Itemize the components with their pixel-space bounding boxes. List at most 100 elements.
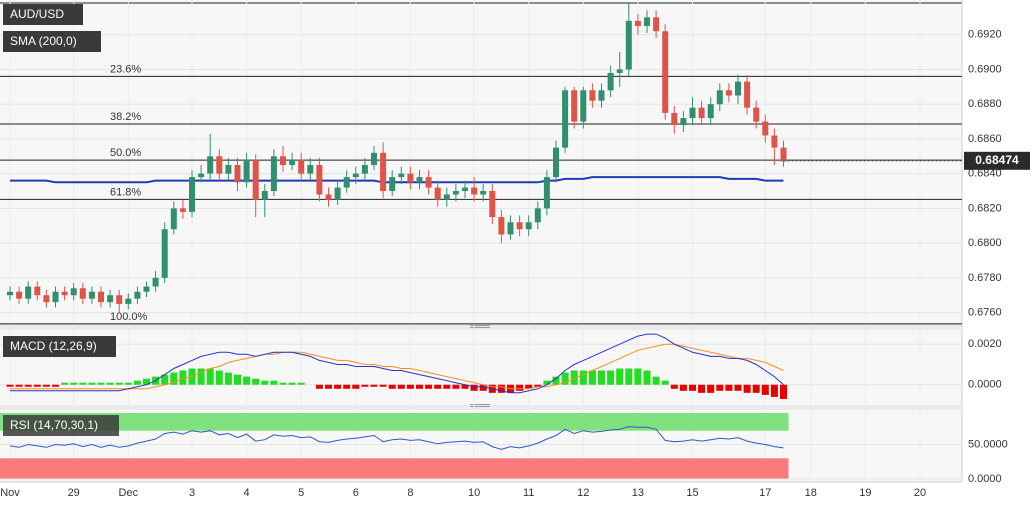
macd-histogram-bar <box>15 384 23 387</box>
candle-body <box>589 90 596 101</box>
macd-histogram-bar <box>361 384 369 387</box>
macd-panel <box>0 330 962 405</box>
candle-body <box>634 20 641 27</box>
candle-body <box>516 222 523 230</box>
macd-histogram-bar <box>270 380 278 385</box>
fib-label: 50.0% <box>110 147 141 159</box>
macd-histogram-bar <box>161 374 169 385</box>
candle-body <box>525 222 532 230</box>
candle-body <box>562 90 569 148</box>
macd-histogram-bar <box>243 376 251 385</box>
macd-histogram-bar <box>42 384 50 387</box>
macd-histogram-bar <box>52 384 59 387</box>
macd-histogram-bar <box>625 368 633 385</box>
macd-histogram-bar <box>397 384 405 389</box>
candle-body <box>243 159 250 183</box>
candle-body <box>189 177 195 212</box>
candle-body <box>289 159 296 165</box>
macd-histogram-bar <box>179 370 187 385</box>
resize-handle[interactable] <box>470 325 490 407</box>
candle-body <box>70 288 77 296</box>
candle-body <box>716 90 723 105</box>
macd-histogram-bar <box>434 384 442 389</box>
panel-separator[interactable] <box>0 405 962 410</box>
fib-label: 38.2% <box>110 111 141 123</box>
macd-histogram-bar <box>770 384 778 397</box>
macd-histogram-bar <box>761 384 769 395</box>
macd-histogram-bar <box>461 384 469 389</box>
macd-histogram-bar <box>561 372 569 385</box>
candle-body <box>707 104 714 119</box>
macd-histogram-bar <box>425 384 433 389</box>
candle-body <box>7 291 13 296</box>
candle-body <box>334 187 341 200</box>
macd-line <box>10 333 784 394</box>
candle-body <box>389 177 396 192</box>
y-tick-label: 0.6780 <box>968 272 1002 284</box>
candle-body <box>79 288 86 299</box>
y-tick-label: 0.6880 <box>968 98 1002 110</box>
macd-label: MACD (12,26,9) <box>10 339 97 353</box>
panel-separator[interactable] <box>0 323 962 330</box>
x-tick-label: 12 <box>577 487 589 499</box>
macd-histogram-bar <box>370 384 378 387</box>
candle-body <box>598 90 605 101</box>
candle-body <box>489 191 496 218</box>
x-tick-label: 6 <box>353 487 359 499</box>
x-tick-label: 18 <box>805 487 817 499</box>
macd-histogram-bar <box>325 384 332 389</box>
macd-histogram-bar <box>616 368 624 385</box>
rsi-box <box>3 415 119 436</box>
macd-histogram-bar <box>725 384 733 391</box>
macd-histogram-bar <box>452 384 460 389</box>
macd-histogram-bar <box>598 370 605 385</box>
candle-body <box>34 286 41 296</box>
candle-body <box>88 291 95 299</box>
x-tick-label: 15 <box>686 487 698 499</box>
macd-histogram-bar <box>579 370 587 385</box>
signal-line <box>10 343 784 390</box>
macd-histogram-bar <box>534 384 542 387</box>
candle-body <box>771 135 778 148</box>
macd-histogram-bar <box>334 384 342 389</box>
candle-body <box>662 31 669 113</box>
x-tick-label: 4 <box>244 487 250 499</box>
x-tick-label: 19 <box>859 487 871 499</box>
candle-body <box>471 187 478 195</box>
macd-histogram-bar <box>106 382 114 385</box>
macd-histogram-bar <box>552 376 560 385</box>
macd-histogram-bar <box>689 384 696 391</box>
x-tick-label: Nov <box>0 487 20 499</box>
rsi-line <box>9 426 784 450</box>
candle-body <box>698 107 705 119</box>
macd-histogram-bar <box>234 374 241 385</box>
macd-histogram-bar <box>661 380 669 385</box>
y-tick-label: 0.0020 <box>968 338 1002 350</box>
y-tick-label: 0.6920 <box>968 29 1002 41</box>
candle-body <box>680 118 687 126</box>
macd-histogram-bar <box>543 380 551 385</box>
candle-body <box>307 164 314 174</box>
candle-body <box>534 208 541 223</box>
candle-body <box>653 17 660 32</box>
candle-body <box>571 90 578 122</box>
candle-body <box>179 208 186 212</box>
candle-body <box>261 191 268 200</box>
candle-body <box>280 156 286 165</box>
candle-body <box>116 295 123 304</box>
macd-histogram-bar <box>24 384 32 387</box>
candle-body <box>380 152 387 192</box>
x-tick-label: 11 <box>523 487 534 499</box>
macd-histogram-bar <box>343 384 351 389</box>
macd-histogram-bar <box>6 384 14 387</box>
sma-line <box>10 176 784 184</box>
sma-box <box>3 31 101 52</box>
candle-body <box>553 147 559 178</box>
x-tick-label: 8 <box>407 487 413 499</box>
y-tick-label: 0.6860 <box>968 133 1002 145</box>
macd-histogram-bar <box>143 378 150 385</box>
candle-body <box>671 112 678 126</box>
macd-histogram-bar <box>170 372 178 385</box>
candle-body <box>252 159 259 200</box>
